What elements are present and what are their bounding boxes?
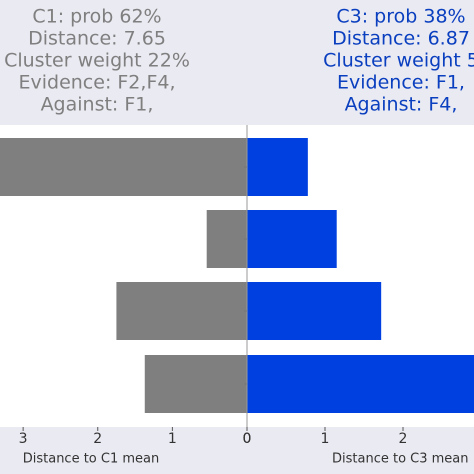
header-line: Evidence: F2,F4,	[18, 72, 175, 94]
x-tick-label: 0	[243, 431, 252, 447]
header-line: C3: prob 38%	[336, 6, 465, 28]
x-tick-label: 0	[243, 431, 252, 447]
bar	[247, 210, 337, 268]
header-line: Evidence: F1,	[337, 72, 465, 94]
header-line: Against: F4,	[345, 94, 458, 116]
bar	[247, 355, 474, 413]
x-tick-label: 1	[168, 431, 177, 447]
x-axis-label: Distance to C1 mean	[23, 452, 160, 467]
header-background	[0, 0, 474, 125]
bar	[247, 138, 308, 196]
header-line: Distance: 6.87	[332, 28, 470, 50]
bar	[116, 282, 247, 340]
bar	[144, 355, 247, 413]
x-tick-label: 1	[321, 431, 330, 447]
bar	[206, 210, 247, 268]
bar	[0, 138, 247, 196]
header-line: Distance: 7.65	[28, 28, 166, 50]
x-axis-label: Distance to C3 mean	[332, 452, 469, 467]
header-line: Against: F1,	[41, 94, 154, 116]
x-tick-label: 2	[399, 431, 408, 447]
bar	[247, 282, 382, 340]
x-tick-label: 2	[93, 431, 102, 447]
x-tick-label: 3	[19, 431, 28, 447]
header-line: Cluster weight 5	[323, 50, 474, 72]
header-line: Cluster weight 22%	[4, 50, 190, 72]
axis-background	[0, 427, 474, 474]
header-line: C1: prob 62%	[32, 6, 161, 28]
